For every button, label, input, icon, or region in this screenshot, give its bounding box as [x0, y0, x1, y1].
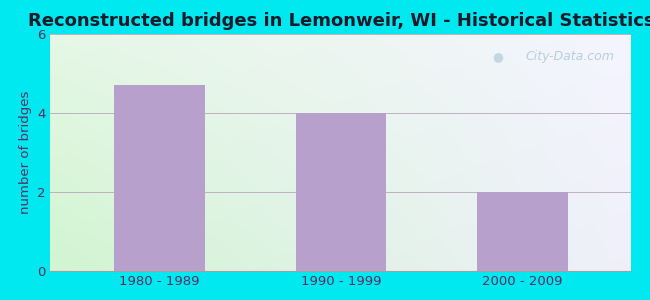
- Bar: [296, 113, 386, 271]
- Bar: [477, 192, 568, 271]
- Title: Reconstructed bridges in Lemonweir, WI - Historical Statistics: Reconstructed bridges in Lemonweir, WI -…: [28, 12, 650, 30]
- Text: ●: ●: [492, 50, 503, 64]
- Bar: [114, 85, 205, 271]
- Y-axis label: number of bridges: number of bridges: [19, 91, 32, 214]
- Text: City-Data.com: City-Data.com: [525, 50, 614, 64]
